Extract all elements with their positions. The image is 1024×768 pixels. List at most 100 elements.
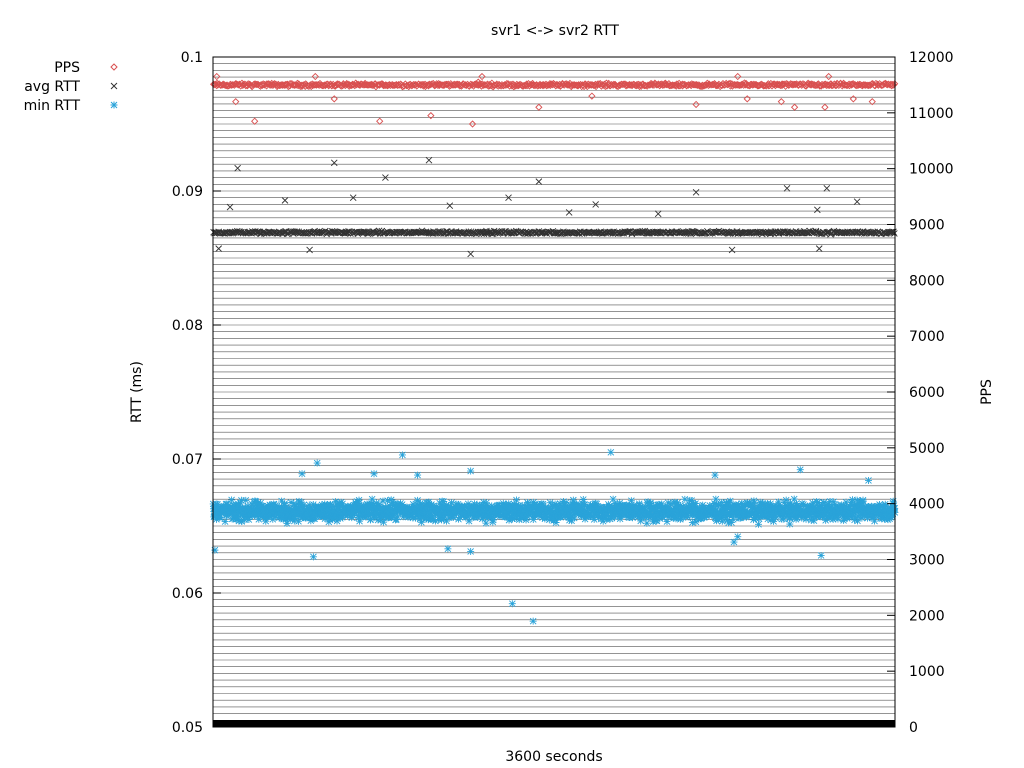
min-rtt-point [305, 501, 313, 509]
min-rtt-point [418, 504, 426, 512]
min-rtt-point [718, 517, 726, 525]
min-rtt-point [236, 508, 244, 516]
min-rtt-point [674, 503, 682, 511]
min-rtt-point [637, 517, 645, 525]
min-rtt-point [769, 502, 777, 510]
x-axis-label: 3600 seconds [505, 749, 602, 765]
min-rtt-point [593, 500, 601, 508]
min-rtt-point [604, 511, 612, 519]
min-rtt-point-outlier [309, 553, 317, 561]
min-rtt-point [717, 498, 725, 506]
min-rtt-point [282, 503, 290, 511]
min-rtt-point [269, 515, 277, 523]
pps-point [244, 80, 252, 88]
pps-point [759, 82, 768, 90]
avg-rtt-point [494, 228, 502, 236]
avg-rtt-point [815, 230, 823, 237]
min-rtt-point [470, 500, 478, 508]
min-rtt-point [409, 500, 417, 508]
avg-rtt-point-outlier [215, 245, 223, 252]
min-rtt-point [714, 509, 722, 517]
y2-tick-label: 5000 [909, 441, 945, 457]
min-rtt-point [529, 513, 537, 521]
min-rtt-point [712, 495, 720, 503]
min-rtt-point [569, 496, 577, 504]
y-axis-label: RTT (ms) [129, 361, 145, 423]
min-rtt-point [728, 508, 736, 516]
min-rtt-point [611, 509, 619, 517]
min-rtt-point [809, 499, 817, 507]
min-rtt-point [216, 513, 224, 521]
min-rtt-point [499, 499, 507, 507]
pps-point [413, 82, 421, 90]
legend-label: min RTT [24, 98, 81, 114]
pps-point [594, 80, 602, 88]
min-rtt-point [679, 503, 687, 511]
min-rtt-point [489, 513, 497, 521]
min-rtt-point [860, 512, 868, 520]
min-rtt-point [257, 499, 265, 507]
avg-rtt-point [609, 230, 617, 237]
min-rtt-point [524, 500, 532, 508]
avg-rtt-point-outlier [728, 246, 736, 254]
min-rtt-point [580, 505, 588, 513]
min-rtt-point [822, 516, 830, 524]
min-rtt-point [416, 515, 424, 523]
min-rtt-point [272, 510, 280, 518]
min-rtt-point [295, 517, 303, 525]
min-rtt-point [536, 501, 544, 509]
min-rtt-point [635, 501, 643, 509]
min-rtt-point [546, 499, 554, 507]
min-rtt-point-outlier [730, 538, 738, 546]
min-rtt-point [552, 519, 560, 527]
avg-rtt-point [253, 228, 260, 236]
min-rtt-point [659, 513, 667, 521]
min-rtt-point [753, 511, 761, 519]
pps-point-outlier [825, 72, 833, 81]
min-rtt-point [842, 498, 850, 506]
min-rtt-point [527, 509, 535, 517]
pps-point-outlier [251, 117, 259, 125]
min-rtt-point [280, 514, 288, 522]
avg-rtt-point [799, 229, 807, 237]
y-tick-label: 0.07 [172, 452, 203, 468]
min-rtt-point-outlier [211, 546, 219, 554]
min-rtt-point [664, 499, 672, 507]
min-rtt-point [324, 501, 332, 509]
min-rtt-point [482, 519, 490, 527]
legend-marker [110, 82, 118, 90]
min-rtt-point [726, 497, 734, 505]
min-rtt-point [839, 510, 847, 518]
min-rtt-point [305, 513, 313, 521]
min-rtt-point [783, 510, 791, 518]
min-rtt-point [701, 513, 709, 521]
min-rtt-point [782, 496, 790, 504]
min-rtt-point [729, 515, 737, 523]
pps-point-outlier [376, 117, 384, 125]
min-rtt-point-outlier [529, 617, 537, 625]
pps-point [563, 81, 571, 89]
min-rtt-point [750, 505, 758, 513]
min-rtt-point [519, 501, 527, 509]
pps-point-outlier [588, 92, 596, 100]
min-rtt-point-outlier [298, 470, 306, 478]
pps-point [559, 80, 567, 89]
min-rtt-point [379, 497, 387, 505]
min-rtt-point [780, 515, 788, 523]
min-rtt-point [394, 513, 402, 521]
min-rtt-point [830, 498, 838, 506]
pps-point [734, 81, 742, 89]
min-rtt-point [634, 511, 642, 519]
min-rtt-point [352, 507, 360, 515]
min-rtt-point [283, 519, 291, 527]
min-rtt-point [372, 499, 380, 507]
min-rtt-point [706, 502, 714, 509]
min-rtt-point [770, 517, 778, 525]
y2-tick-label: 6000 [909, 385, 945, 401]
min-rtt-point [399, 513, 407, 521]
avg-rtt-point [891, 230, 898, 237]
avg-rtt-point-outlier [654, 210, 662, 218]
min-rtt-point [252, 497, 260, 505]
y2-tick-label: 2000 [909, 608, 945, 624]
min-rtt-point [464, 504, 472, 512]
